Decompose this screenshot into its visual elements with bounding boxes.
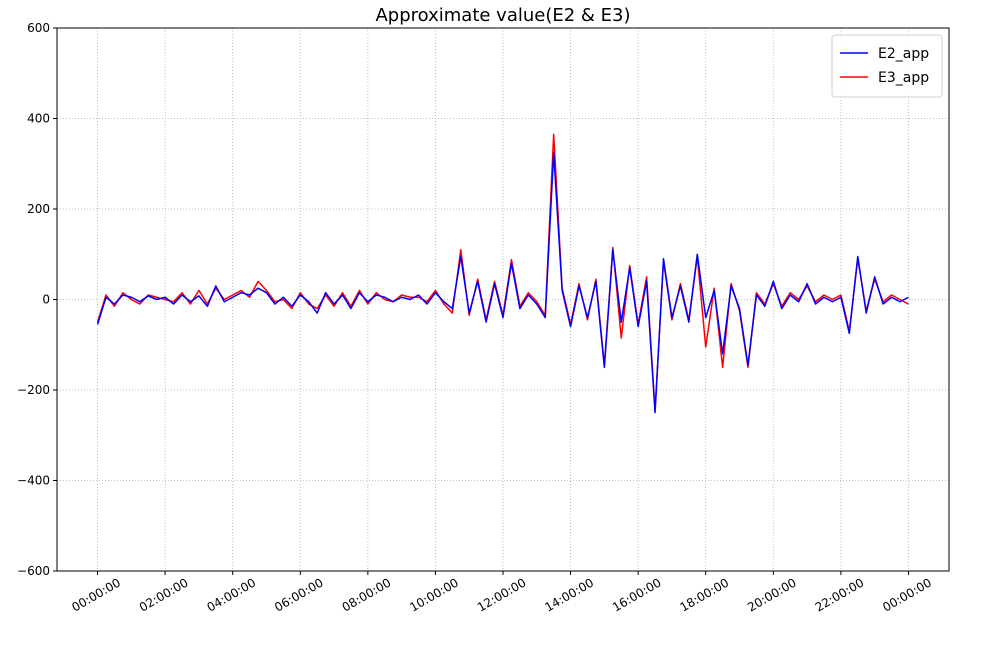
- x-tick-label: 12:00:00: [475, 575, 529, 614]
- x-tick-label: 04:00:00: [205, 575, 259, 614]
- x-tick-label: 22:00:00: [813, 575, 867, 614]
- y-tick-label: −600: [17, 564, 50, 578]
- x-tick-label: 14:00:00: [542, 575, 596, 614]
- x-tick-label: 20:00:00: [745, 575, 799, 614]
- x-tick-label: 10:00:00: [407, 575, 461, 614]
- chart-title: Approximate value(E2 & E3): [375, 5, 630, 26]
- x-tick-label: 00:00:00: [69, 575, 123, 614]
- legend-label: E3_app: [878, 70, 929, 86]
- y-tick-label: −200: [17, 383, 50, 397]
- x-tick-label: 18:00:00: [678, 575, 732, 614]
- x-tick-label: 16:00:00: [610, 575, 664, 614]
- x-tick-label: 00:00:00: [880, 575, 934, 614]
- x-tick-label: 02:00:00: [137, 575, 191, 614]
- legend-label: E2_app: [878, 46, 929, 62]
- x-tick-label: 06:00:00: [272, 575, 326, 614]
- y-tick-label: 200: [27, 202, 50, 216]
- x-tick-label: 08:00:00: [340, 575, 394, 614]
- series-line: [96, 151, 909, 414]
- y-tick-label: −400: [17, 474, 50, 488]
- plot-frame: [56, 27, 950, 572]
- y-tick-label: 600: [27, 21, 50, 35]
- y-tick-label: 0: [42, 293, 50, 307]
- legend-box: [831, 34, 943, 98]
- y-tick-label: 400: [27, 112, 50, 126]
